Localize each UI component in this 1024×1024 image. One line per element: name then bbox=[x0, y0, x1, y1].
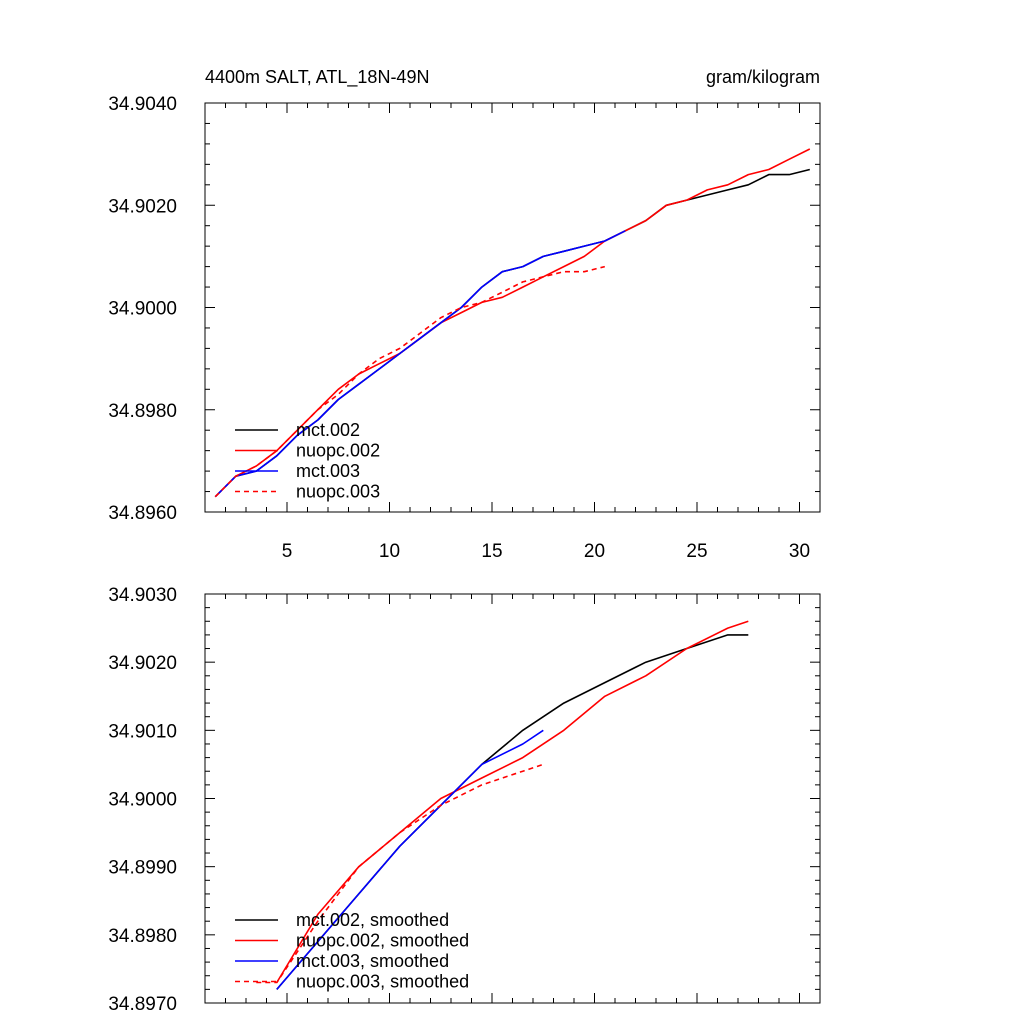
y-tick-label: 34.9000 bbox=[108, 299, 177, 320]
legend-label: nuopc.002, smoothed bbox=[296, 931, 469, 951]
legend-label: nuopc.002 bbox=[296, 441, 380, 461]
y-tick-label: 34.8980 bbox=[108, 926, 177, 947]
y-tick-label: 34.9020 bbox=[108, 196, 177, 217]
legend-label: nuopc.003 bbox=[296, 482, 380, 502]
x-tick-label: 10 bbox=[379, 541, 400, 562]
y-tick-label: 34.9010 bbox=[108, 721, 177, 742]
x-tick-label: 25 bbox=[686, 541, 707, 562]
series-line-mct-003-smoothed bbox=[276, 729, 544, 990]
legend-label: nuopc.003, smoothed bbox=[296, 972, 469, 992]
legend-label: mct.002, smoothed bbox=[296, 910, 449, 930]
units-label: gram/kilogram bbox=[706, 67, 820, 87]
y-tick-label: 34.9000 bbox=[108, 790, 177, 811]
chart-title: 4400m SALT, ATL_18N-49N bbox=[205, 67, 429, 88]
y-tick-label: 34.8970 bbox=[108, 994, 177, 1015]
series-line-mct-003 bbox=[214, 230, 626, 498]
legend-label: mct.003 bbox=[296, 461, 360, 481]
series-line-nuopc-003-smoothed bbox=[256, 763, 544, 984]
y-tick-label: 34.9040 bbox=[108, 94, 177, 115]
y-tick-label: 34.8960 bbox=[108, 503, 177, 524]
y-tick-label: 34.8990 bbox=[108, 858, 177, 879]
x-tick-label: 5 bbox=[282, 541, 293, 562]
y-tick-label: 34.8980 bbox=[108, 401, 177, 422]
y-tick-label: 34.9030 bbox=[108, 585, 177, 606]
legend-label: mct.003, smoothed bbox=[296, 951, 449, 971]
x-tick-label: 20 bbox=[584, 541, 605, 562]
panel-bottom: 34.8970 34.8980 34.8990 34.9000 34.9010 34.90… bbox=[108, 585, 821, 1015]
series-line-nuopc-003 bbox=[214, 265, 605, 498]
x-tick-label: 30 bbox=[789, 541, 810, 562]
panel-top: 4400m SALT, ATL_18N-49N gram/kilogram 5 10 1… bbox=[108, 67, 821, 562]
x-tick-label: 15 bbox=[481, 541, 502, 562]
legend-label: mct.002 bbox=[296, 420, 360, 440]
y-tick-label: 34.9020 bbox=[108, 653, 177, 674]
